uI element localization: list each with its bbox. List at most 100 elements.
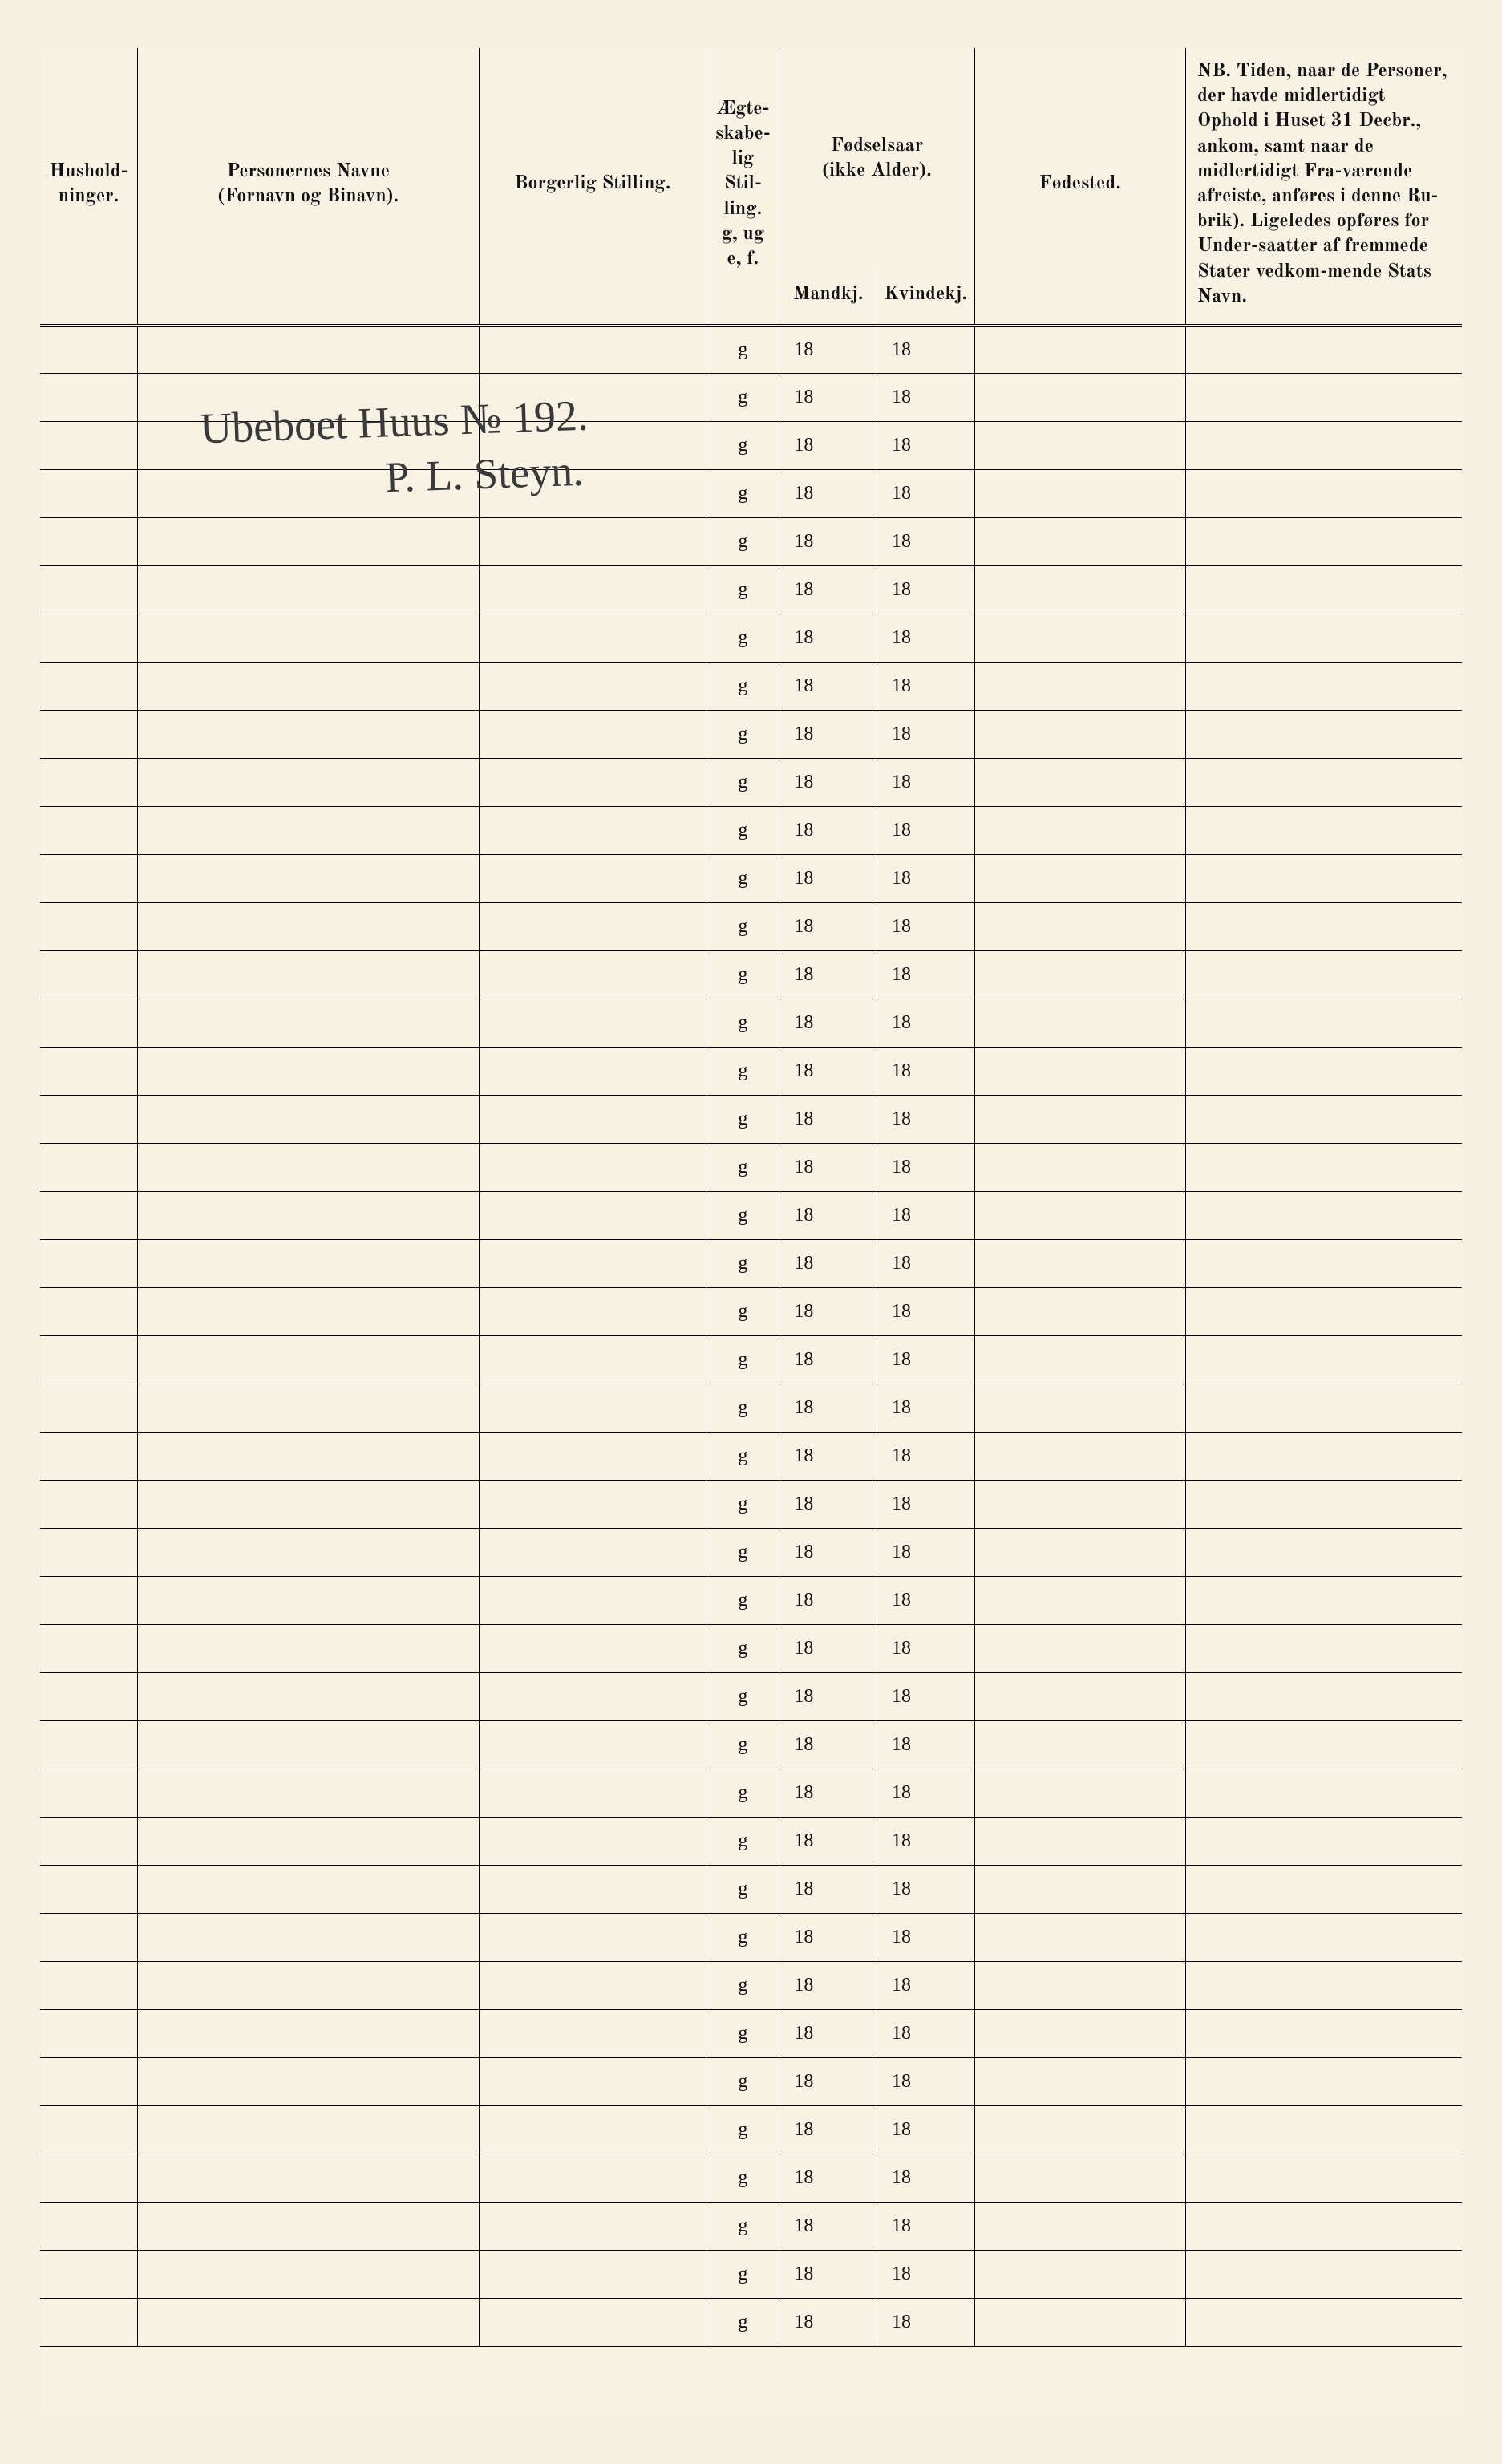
col-header-husholdninger: Hushold-ninger. [40, 48, 138, 321]
table-row: g1818 [40, 951, 1462, 999]
cell-empty [974, 1336, 1185, 1384]
cell-kvindekj: 18 [877, 518, 974, 566]
cell-empty [40, 566, 138, 614]
table-row: g1818 [40, 1481, 1462, 1529]
cell-kvindekj: 18 [877, 855, 974, 903]
cell-empty [479, 374, 706, 422]
cell-empty [479, 855, 706, 903]
cell-empty [138, 2251, 480, 2299]
cell-empty [479, 1914, 706, 1962]
cell-empty [479, 1433, 706, 1481]
cell-empty [40, 1769, 138, 1818]
cell-empty [138, 951, 480, 999]
cell-mandkj: 18 [779, 2154, 877, 2203]
table-row: g1818 [40, 711, 1462, 759]
cell-empty [974, 1192, 1185, 1240]
cell-aegte: g [706, 711, 779, 759]
cell-mandkj: 18 [779, 2299, 877, 2347]
cell-empty [974, 2058, 1185, 2106]
cell-empty [479, 1962, 706, 2010]
cell-empty [40, 1096, 138, 1144]
cell-mandkj: 18 [779, 2010, 877, 2058]
cell-empty [40, 903, 138, 951]
cell-kvindekj: 18 [877, 1577, 974, 1625]
table-row: g1818 [40, 2154, 1462, 2203]
table-row: g1818 [40, 759, 1462, 807]
cell-empty [479, 1577, 706, 1625]
cell-empty [1185, 759, 1462, 807]
cell-kvindekj: 18 [877, 1048, 974, 1096]
cell-empty [1185, 2106, 1462, 2154]
cell-empty [40, 1192, 138, 1240]
cell-empty [138, 1769, 480, 1818]
cell-empty [138, 663, 480, 711]
cell-aegte: g [706, 999, 779, 1048]
cell-empty [479, 1384, 706, 1433]
cell-empty [40, 2154, 138, 2203]
table-row: g1818 [40, 2251, 1462, 2299]
cell-aegte: g [706, 470, 779, 518]
table-row: g1818 [40, 1721, 1462, 1769]
cell-aegte: g [706, 2058, 779, 2106]
cell-mandkj: 18 [779, 518, 877, 566]
table-row: g1818 [40, 326, 1462, 374]
cell-kvindekj: 18 [877, 1192, 974, 1240]
cell-empty [974, 614, 1185, 663]
cell-empty [479, 999, 706, 1048]
cell-empty [479, 566, 706, 614]
cell-empty [40, 1144, 138, 1192]
cell-empty [1185, 1240, 1462, 1288]
cell-empty [138, 422, 480, 470]
cell-empty [138, 2010, 480, 2058]
cell-mandkj: 18 [779, 1769, 877, 1818]
cell-kvindekj: 18 [877, 2251, 974, 2299]
cell-kvindekj: 18 [877, 2010, 974, 2058]
cell-empty [974, 2010, 1185, 2058]
cell-kvindekj: 18 [877, 1096, 974, 1144]
cell-aegte: g [706, 1288, 779, 1336]
cell-empty [974, 663, 1185, 711]
cell-empty [1185, 1818, 1462, 1866]
cell-mandkj: 18 [779, 1914, 877, 1962]
table-row: g1818 [40, 1336, 1462, 1384]
cell-empty [479, 326, 706, 374]
cell-mandkj: 18 [779, 2106, 877, 2154]
cell-empty [479, 2058, 706, 2106]
table-row: g1818 [40, 1769, 1462, 1818]
cell-aegte: g [706, 2203, 779, 2251]
cell-empty [138, 470, 480, 518]
cell-aegte: g [706, 1240, 779, 1288]
cell-empty [40, 1866, 138, 1914]
cell-empty [479, 518, 706, 566]
cell-empty [138, 518, 480, 566]
cell-mandkj: 18 [779, 855, 877, 903]
cell-empty [138, 1673, 480, 1721]
cell-kvindekj: 18 [877, 1721, 974, 1769]
cell-empty [1185, 2058, 1462, 2106]
cell-empty [138, 2106, 480, 2154]
cell-empty [40, 807, 138, 855]
nb-text: Tiden, naar de Personer, der havde midle… [1197, 62, 1447, 306]
cell-aegte: g [706, 1096, 779, 1144]
cell-empty [479, 663, 706, 711]
cell-mandkj: 18 [779, 903, 877, 951]
cell-mandkj: 18 [779, 422, 877, 470]
cell-empty [40, 1384, 138, 1433]
cell-empty [974, 2106, 1185, 2154]
cell-aegte: g [706, 1529, 779, 1577]
cell-empty [1185, 1048, 1462, 1096]
cell-empty [138, 1048, 480, 1096]
cell-mandkj: 18 [779, 2058, 877, 2106]
cell-empty [974, 2251, 1185, 2299]
cell-empty [1185, 855, 1462, 903]
cell-empty [1185, 1481, 1462, 1529]
cell-mandkj: 18 [779, 374, 877, 422]
cell-empty [40, 2106, 138, 2154]
cell-empty [40, 1818, 138, 1866]
cell-empty [40, 1048, 138, 1096]
table-row: g1818 [40, 422, 1462, 470]
cell-empty [40, 2299, 138, 2347]
cell-empty [479, 1721, 706, 1769]
table-row: g1818 [40, 2299, 1462, 2347]
cell-empty [40, 1529, 138, 1577]
